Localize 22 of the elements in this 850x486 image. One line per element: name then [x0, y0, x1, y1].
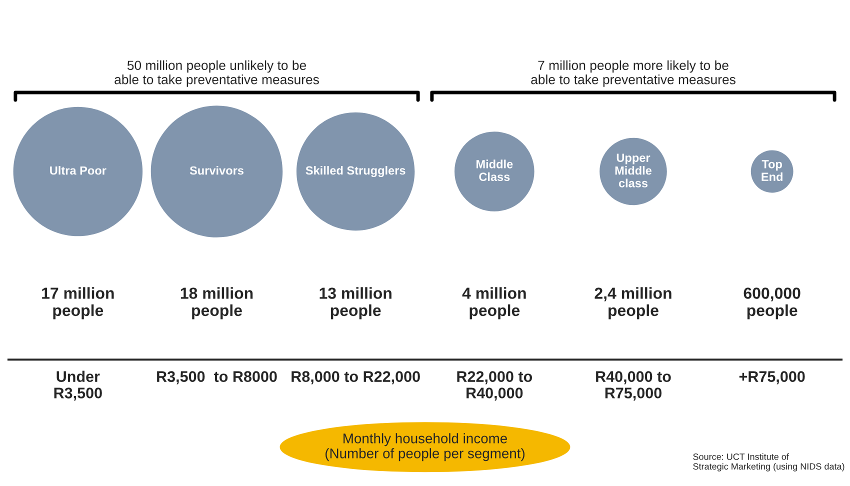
data-label: 2,4 million people: [594, 287, 672, 320]
category-label: R8,000 to R22,000: [292, 371, 420, 384]
text: Survivors: [190, 166, 244, 175]
text: Upper Middle class: [615, 154, 652, 188]
text: Top End: [762, 160, 782, 182]
text: 7 million people more likely to be able to take preventative measures: [531, 60, 736, 87]
data-label: 600,000 people: [744, 288, 800, 320]
data-label: 4 million people: [462, 287, 526, 320]
text: 50 million people unlikely to be able to take preventative measures: [114, 60, 319, 87]
text: Ultra Poor: [50, 166, 106, 175]
data-label: 18 million people: [180, 287, 253, 320]
text: Skilled Strugglers: [306, 166, 406, 178]
data-label: 13 million people: [320, 287, 392, 320]
data-label: 17 million people: [42, 287, 114, 320]
category-label: R40,000 to R75,000: [596, 371, 671, 401]
category-label: +R75,000: [739, 371, 805, 384]
category-label: R3,500 to R8000: [157, 371, 277, 384]
text: Middle Class: [476, 160, 513, 182]
category-label: Under R3,500: [54, 370, 102, 401]
source-note: Source: UCT Institute of Strategic Marketing (using NIDS data): [693, 453, 844, 472]
text: Monthly household income (Number of people per segment): [326, 433, 525, 462]
category-label: R22,000 to R40,000: [457, 371, 532, 401]
